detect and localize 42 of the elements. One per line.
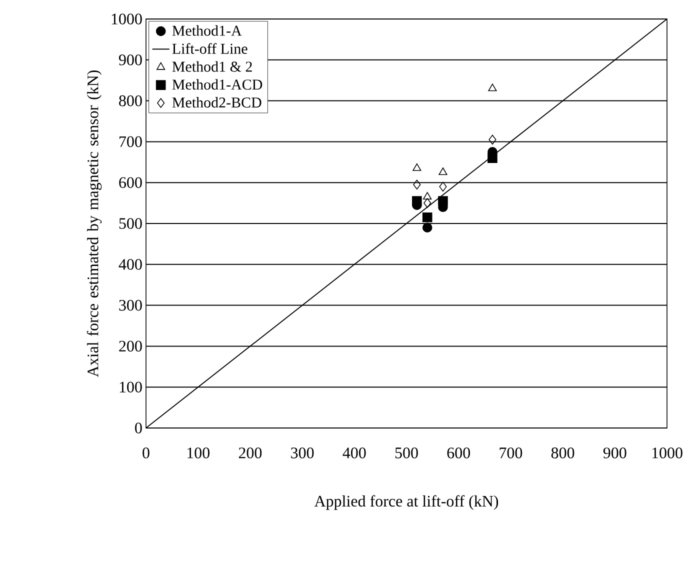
y-tick-label: 0 <box>135 422 142 434</box>
x-tick-label: 200 <box>238 448 262 458</box>
point <box>412 163 422 171</box>
legend-label: Method2-BCD <box>172 97 262 108</box>
y-tick-label: 400 <box>118 259 142 270</box>
y-tick-label: 100 <box>120 382 142 392</box>
y-tick-label: 300 <box>119 300 142 311</box>
point <box>422 222 432 232</box>
x-axis-title: Applied force at lift-off (kN) <box>314 495 498 510</box>
point <box>488 153 498 163</box>
y-axis-title: Axial force estimated by magnetic sensor (kN) <box>86 70 102 378</box>
x-tick-label: 400 <box>342 448 366 458</box>
point <box>424 198 432 208</box>
point <box>438 196 448 206</box>
point <box>423 192 432 200</box>
legend-label: Method1 & 2 <box>172 61 252 72</box>
point <box>438 167 448 176</box>
legend-label: Lift-off Line <box>172 43 248 54</box>
y-tick-label: 600 <box>119 177 142 188</box>
y-tick-label: 200 <box>119 340 142 352</box>
point <box>488 84 497 92</box>
y-tick-label: 500 <box>119 218 142 229</box>
x-tick-label: 700 <box>500 448 522 458</box>
legend-label: Method1-ACD <box>172 79 262 90</box>
y-tick-label: 900 <box>118 54 142 66</box>
x-tick-label: 100 <box>188 448 210 458</box>
point <box>439 182 447 192</box>
point <box>422 212 432 222</box>
x-tick-label: 900 <box>603 448 626 458</box>
x-tick-label: 300 <box>291 448 314 458</box>
x-tick-label: 800 <box>551 448 574 458</box>
point <box>412 196 422 206</box>
y-tick-label: 700 <box>120 136 142 148</box>
point <box>413 180 421 190</box>
x-tick-label: 600 <box>447 448 470 458</box>
y-tick-label: 1000 <box>112 14 142 24</box>
legend-label: Method1-A <box>172 25 242 36</box>
x-tick-label: 1000 <box>652 448 682 458</box>
y-tick-label: 800 <box>119 95 142 106</box>
point <box>488 134 496 145</box>
x-tick-label: 0 <box>142 448 150 458</box>
x-tick-label: 500 <box>395 448 418 458</box>
